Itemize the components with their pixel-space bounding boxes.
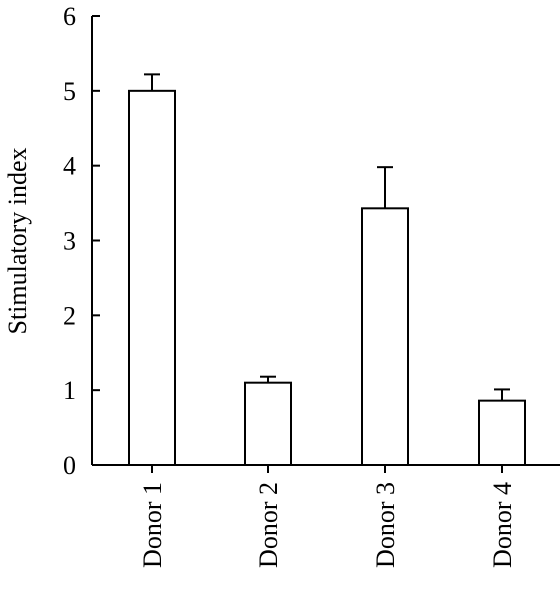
bars xyxy=(128,89,526,467)
x-tick-label: Donor 3 xyxy=(371,482,400,568)
y-tick-label: 6 xyxy=(63,2,76,31)
bar xyxy=(478,399,526,467)
error-bars xyxy=(144,73,510,401)
y-tick-label: 3 xyxy=(63,227,76,256)
x-tick-label: Donor 2 xyxy=(254,482,283,568)
y-tick-label: 2 xyxy=(63,301,76,330)
bar xyxy=(244,381,292,466)
y-ticks: 0 1 2 3 4 5 6 xyxy=(63,2,100,480)
y-axis-label: Stimulatory index xyxy=(3,147,32,334)
bar xyxy=(361,207,409,467)
x-tick-label: Donor 1 xyxy=(138,482,167,568)
y-tick-label: 0 xyxy=(63,451,76,480)
y-tick-label: 4 xyxy=(63,152,76,181)
y-tick-label: 5 xyxy=(63,77,76,106)
x-ticks: Donor 1 Donor 2 Donor 3 Donor 4 xyxy=(138,465,517,568)
bar xyxy=(128,89,176,466)
x-tick-label: Donor 4 xyxy=(488,482,517,568)
y-tick-label: 1 xyxy=(63,376,76,405)
